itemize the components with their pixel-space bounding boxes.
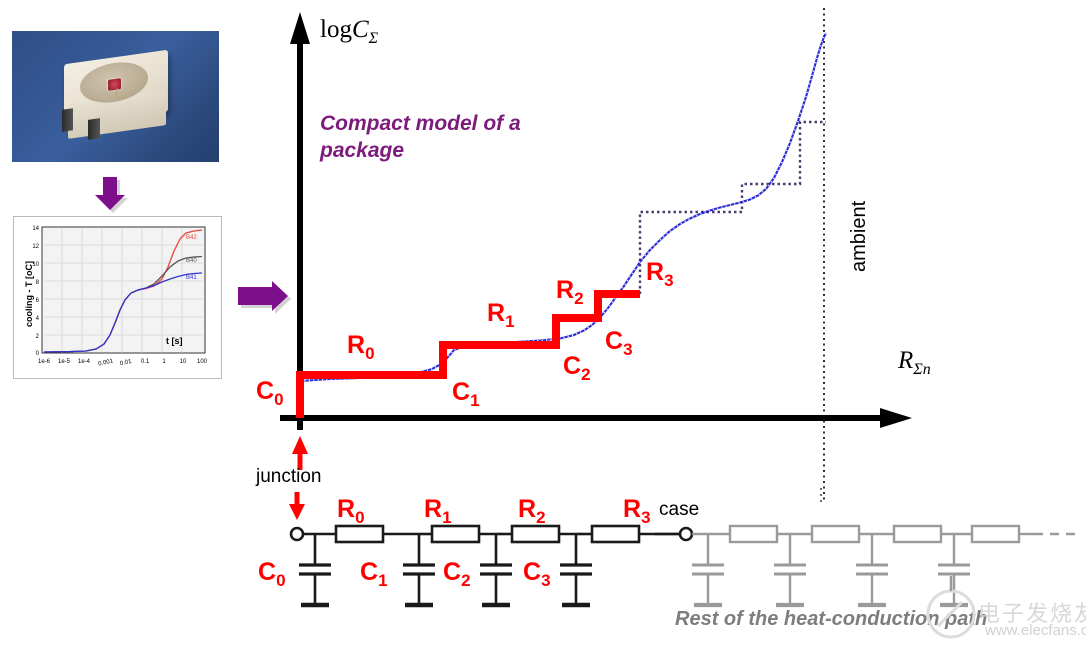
- circuit-resistors-black: [334, 524, 641, 544]
- svg-text:6: 6: [36, 298, 40, 304]
- structure-label-r3: R3: [646, 258, 674, 290]
- circuit-junction-arrow-icon: [289, 492, 305, 520]
- svg-text:12: 12: [32, 244, 39, 250]
- arrow-down-icon: [95, 177, 128, 213]
- circuit-capacitors-gray: [692, 563, 970, 608]
- svg-text:0.001: 0.001: [98, 358, 115, 367]
- svg-text:0.1: 0.1: [141, 359, 150, 365]
- structure-label-r1: R1: [487, 299, 515, 331]
- svg-text:10: 10: [180, 359, 187, 365]
- circuit-capacitors-black: [299, 563, 592, 608]
- remaining-stages-staircase: [638, 120, 826, 294]
- circuit-label-c3: C3: [523, 558, 551, 590]
- circuit-label-r3: R3: [623, 495, 651, 527]
- structure-label-c2: C2: [563, 352, 591, 384]
- x-axis-label: RΣn: [898, 347, 931, 378]
- svg-text:1e-5: 1e-5: [58, 359, 71, 365]
- arrow-right-icon: [238, 281, 291, 314]
- structure-label-r2: R2: [556, 276, 584, 308]
- watermark-cn: 电子发烧友: [978, 601, 1086, 626]
- svg-text:0.01: 0.01: [119, 359, 132, 367]
- svg-text:2: 2: [36, 334, 40, 340]
- svg-text:100: 100: [197, 359, 208, 365]
- transient-cooling-plot: 14 12 10 8 6 4 2 0 1e-6 1e-5 1e-4 0.001 …: [13, 216, 222, 379]
- svg-text:0: 0: [36, 351, 40, 357]
- svg-text:10: 10: [32, 262, 39, 268]
- svg-text:1e-4: 1e-4: [78, 359, 91, 365]
- y-axis: [290, 12, 310, 430]
- structure-label-c3: C3: [605, 327, 633, 359]
- transient-legend-b40: B40: [186, 258, 197, 264]
- svg-text:1e-6: 1e-6: [38, 359, 51, 365]
- circuit-label-r1: R1: [424, 495, 452, 527]
- watermark-url: www.elecfans.com: [985, 622, 1086, 639]
- junction-arrow-icon: [292, 436, 308, 470]
- x-axis: [280, 408, 912, 428]
- y-axis-label: logCΣ: [320, 16, 379, 47]
- transient-legend-b42: B42: [186, 235, 197, 241]
- circuit-gray-section: [692, 532, 1034, 564]
- page-title: Compact model of a package: [320, 112, 521, 162]
- compact-model-staircase: [296, 290, 640, 418]
- structure-label-r0: R0: [347, 331, 375, 363]
- transient-plot-svg: 14 12 10 8 6 4 2 0 1e-6 1e-5 1e-4 0.001 …: [14, 217, 221, 378]
- transient-legend-b41: B41: [186, 275, 197, 281]
- circuit-label-c1: C1: [360, 558, 388, 590]
- case-label: case: [659, 499, 700, 520]
- structure-label-c1: C1: [452, 378, 480, 410]
- transient-ylabel: cooling - T [oC]: [24, 261, 34, 327]
- svg-text:8: 8: [36, 280, 40, 286]
- circuit-label-c2: C2: [443, 558, 471, 590]
- svg-text:4: 4: [36, 316, 40, 322]
- circuit-resistors-gray: [728, 524, 1021, 544]
- structure-label-c0: C0: [256, 377, 284, 409]
- structure-function-curve: [299, 32, 827, 383]
- transient-xlabel: t [s]: [166, 336, 183, 346]
- rest-of-path-label: Rest of the heat-conduction path: [675, 608, 988, 630]
- circuit-label-r2: R2: [518, 495, 546, 527]
- circuit-label-r0: R0: [337, 495, 365, 527]
- svg-text:14: 14: [32, 226, 39, 232]
- svg-text:1: 1: [162, 359, 166, 365]
- led-package-photo: [12, 31, 219, 162]
- junction-terminal-node: [289, 526, 305, 542]
- circuit-label-c0: C0: [258, 558, 286, 590]
- transient-curve-b41: [43, 272, 203, 353]
- watermark-slash-icon: [936, 600, 964, 628]
- junction-label: junction: [256, 466, 322, 487]
